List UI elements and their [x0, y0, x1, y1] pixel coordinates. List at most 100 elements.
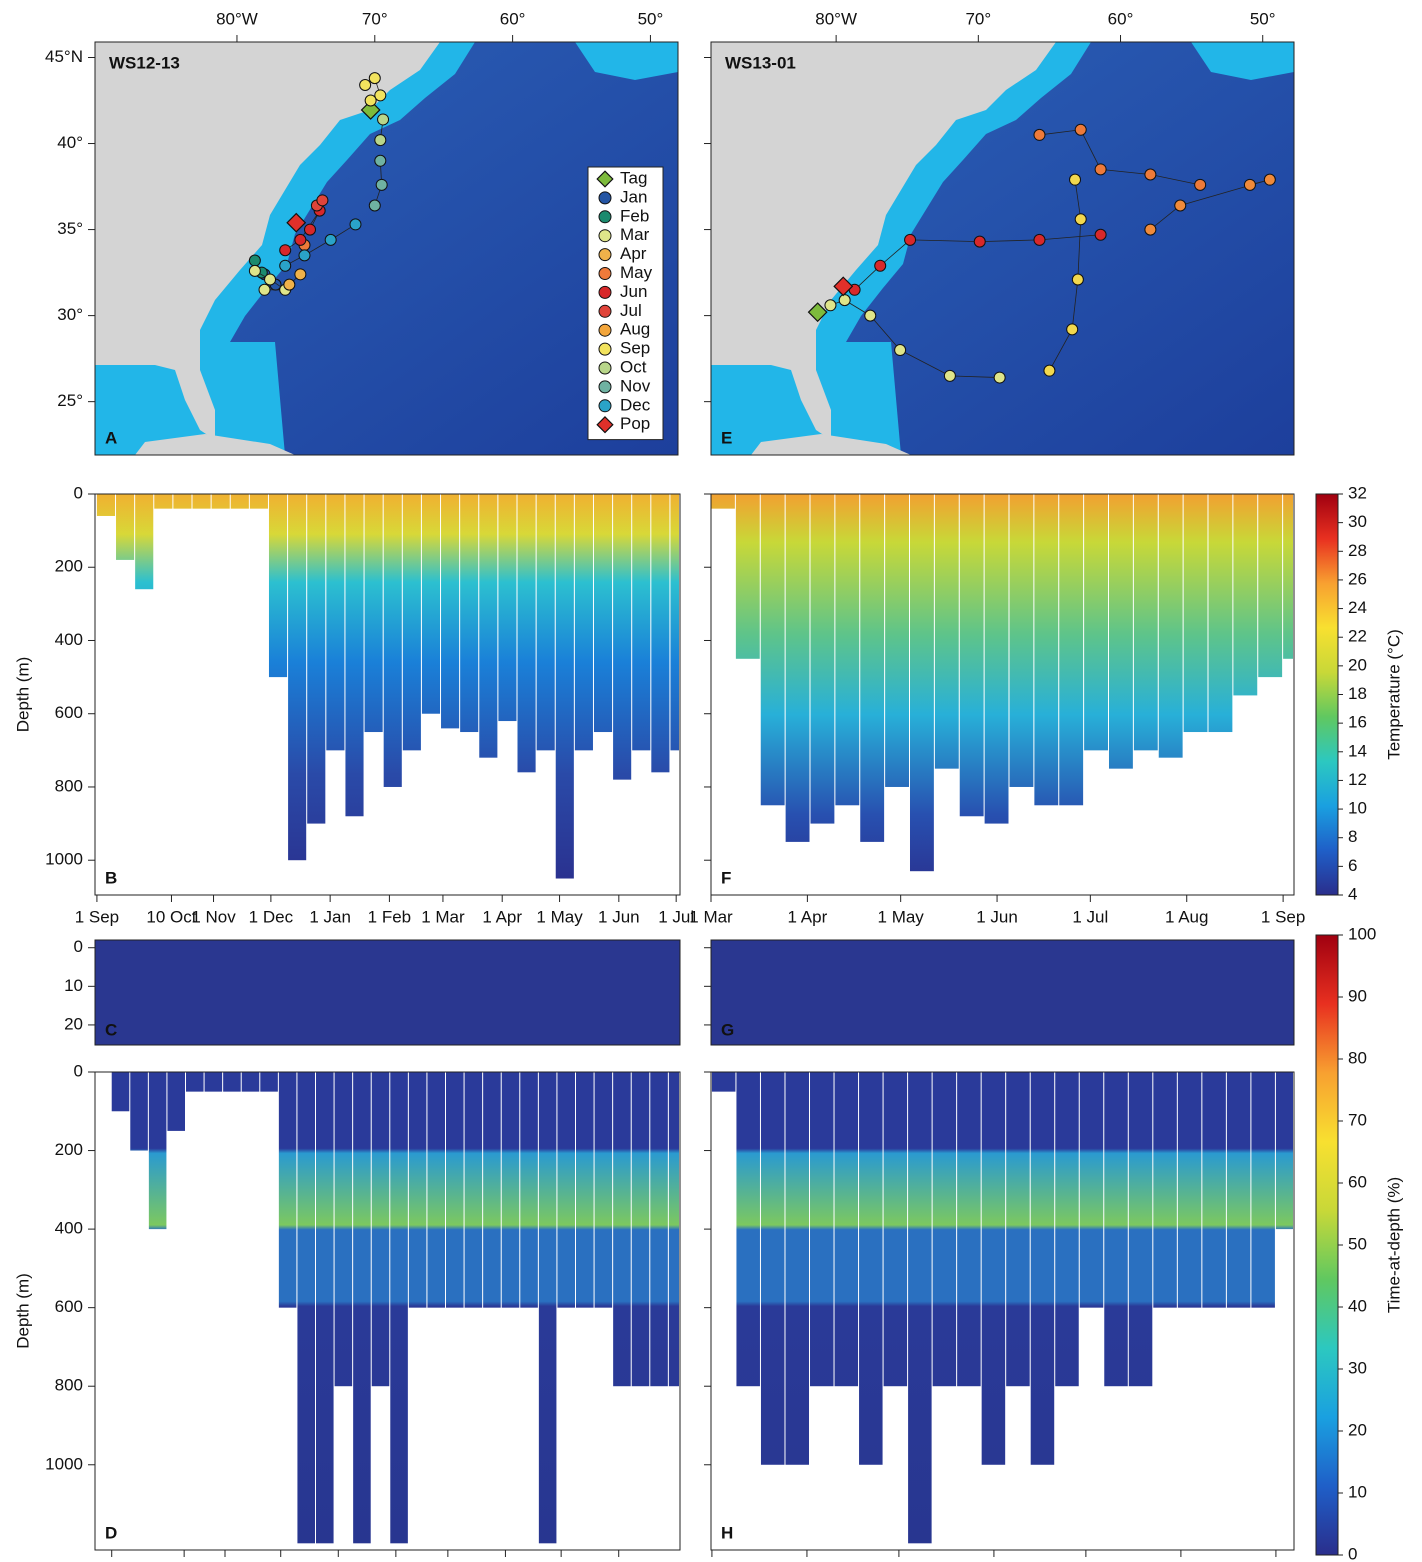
depth-bar: [186, 1072, 204, 1092]
x-tick-label: 1 Feb: [368, 907, 411, 926]
depth-bar: [371, 1072, 390, 1387]
panel-label: F: [721, 868, 731, 887]
legend-marker: [598, 342, 612, 356]
legend-label: Feb: [620, 206, 649, 225]
y-tick-label: 600: [55, 703, 83, 722]
legend-marker: [598, 285, 612, 299]
depth-bar: [111, 1072, 130, 1112]
depth-bar: [785, 494, 810, 842]
marker: [1069, 173, 1082, 186]
marker: [368, 199, 381, 212]
x-tick-label: 1 Jan: [309, 907, 351, 926]
depth-bar: [464, 1072, 483, 1308]
colorbar-tick-label: 10: [1348, 1482, 1367, 1501]
depth-bar: [135, 494, 154, 590]
marker: [1066, 323, 1079, 336]
legend-label: Apr: [620, 244, 647, 263]
legend-label: Jun: [620, 282, 647, 301]
depth-bar: [883, 1072, 908, 1387]
depth-bar: [1233, 494, 1258, 696]
legend-label: Dec: [620, 395, 651, 414]
depth-bar: [557, 1072, 575, 1308]
track-line: [1150, 179, 1270, 230]
marker: [359, 79, 372, 92]
depth-bar: [835, 494, 860, 806]
marker: [1074, 123, 1087, 136]
track-line: [285, 224, 356, 267]
colorbar-tick-label: 100: [1348, 924, 1376, 943]
colorbar-tick-label: 14: [1348, 741, 1367, 760]
legend-marker: [598, 304, 612, 318]
colorbar-tick-label: 4: [1348, 884, 1357, 903]
depth-bar: [390, 1072, 408, 1544]
x-tick-label: 1 Jul: [658, 907, 694, 926]
panel-label: G: [721, 1020, 734, 1039]
depth-bar: [316, 1072, 334, 1544]
depth-bar: [1258, 494, 1283, 678]
legend-marker: [598, 323, 612, 337]
depth-bar: [223, 1072, 241, 1092]
marker: [1033, 233, 1046, 246]
depth-bar: [1183, 494, 1208, 733]
marker: [294, 233, 307, 246]
legend-marker: [598, 361, 612, 375]
legend-label: Tag: [620, 168, 647, 187]
y-axis-label: Depth (m): [13, 657, 32, 733]
depth-bar: [192, 494, 211, 509]
depth-bar: [421, 494, 441, 714]
colorbar-tick-label: 30: [1348, 1358, 1367, 1377]
depth-bar: [501, 1072, 520, 1308]
marker: [894, 344, 907, 357]
depth-bar: [364, 494, 383, 733]
y-tick-label: 200: [55, 557, 83, 576]
depth-bar: [885, 494, 909, 787]
marker: [1071, 273, 1084, 286]
depth-bar: [1034, 494, 1059, 806]
colorbar-tick-label: 20: [1348, 655, 1367, 674]
marker: [364, 94, 377, 107]
depth-bar: [1104, 1072, 1128, 1387]
depth-bar: [711, 494, 735, 509]
colorbar-tick-label: 8: [1348, 827, 1357, 846]
marker: [807, 302, 828, 323]
depth-bar: [288, 494, 307, 861]
x-tick-label: 1 Dec: [249, 907, 294, 926]
colorbar-tick-label: 22: [1348, 627, 1367, 646]
y-tick-label: 40°: [57, 133, 83, 152]
depth-bar: [517, 494, 536, 773]
colorbar: [1315, 934, 1339, 1556]
colorbar-tick-label: 20: [1348, 1420, 1367, 1439]
depth-bar: [859, 1072, 883, 1465]
x-tick-label: 50°: [638, 9, 664, 28]
marker: [833, 276, 854, 297]
depth-bar: [1084, 494, 1108, 751]
colorbar-tick-label: 0: [1348, 1544, 1357, 1562]
y-tick-label: 30°: [57, 305, 83, 324]
depth-bar: [810, 494, 835, 824]
marker: [1094, 163, 1107, 176]
y-tick-label: 800: [55, 776, 83, 795]
depth-bar: [860, 494, 885, 842]
colorbar-tick-label: 28: [1348, 541, 1367, 560]
depth-bar: [353, 1072, 371, 1544]
y-axis-label: Depth (m): [13, 1273, 32, 1349]
depth-bar: [760, 494, 785, 806]
marker: [368, 72, 381, 85]
marker: [1174, 199, 1187, 212]
depth-bar: [408, 1072, 427, 1308]
depth-bar: [307, 494, 326, 824]
marker: [1074, 213, 1087, 226]
depth-bar: [631, 1072, 650, 1387]
depth-bar: [613, 494, 632, 780]
depth-bar: [984, 494, 1009, 824]
marker: [316, 194, 329, 207]
marker: [377, 113, 390, 126]
heatmap-background: [95, 940, 680, 1045]
marker: [1263, 173, 1276, 186]
depth-bar: [446, 1072, 464, 1308]
marker: [904, 233, 917, 246]
depth-bar: [334, 1072, 353, 1387]
x-tick-label: 10 Oct: [146, 907, 196, 926]
